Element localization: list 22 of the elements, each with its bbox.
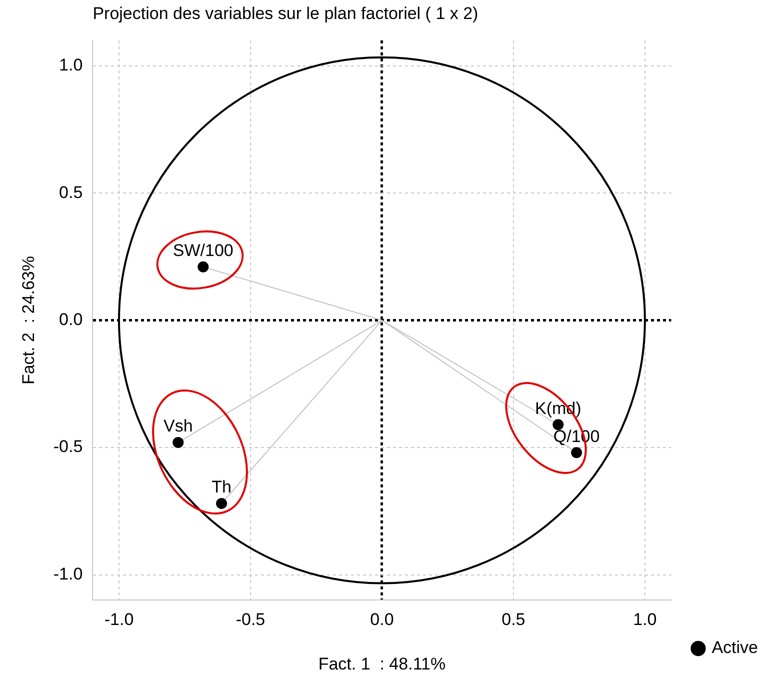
chart-title: Projection des variables sur le plan factoriel ( 1 x 2) — [92, 4, 478, 23]
point — [216, 498, 228, 510]
x-tick-label: -0.5 — [236, 610, 266, 630]
y-axis-title: Fact. 2 : 24.63% — [18, 256, 38, 385]
point — [571, 447, 582, 458]
point — [552, 419, 564, 430]
annotation: SW/100 — [172, 241, 234, 260]
y-tick-label: 0.5 — [59, 182, 83, 202]
y-tick-label: 0.0 — [59, 310, 83, 329]
legend-label: Active — [712, 638, 758, 658]
point — [198, 261, 209, 272]
annotation: Th — [212, 478, 232, 497]
y-tick-label: -1.0 — [53, 564, 83, 584]
x-tick-label: 0.5 — [502, 610, 526, 630]
x-tick-label: -1.0 — [104, 610, 134, 630]
point — [172, 436, 184, 448]
y-tick-label: -0.5 — [53, 437, 83, 456]
x-tick-label: 0.0 — [370, 610, 394, 630]
y-tick-label: 1.0 — [59, 56, 83, 75]
annotation: Vsh — [164, 416, 193, 436]
x-axis-title: Fact. 1 : 48.11% — [318, 654, 446, 674]
x-tick-label: 1.0 — [633, 610, 657, 630]
